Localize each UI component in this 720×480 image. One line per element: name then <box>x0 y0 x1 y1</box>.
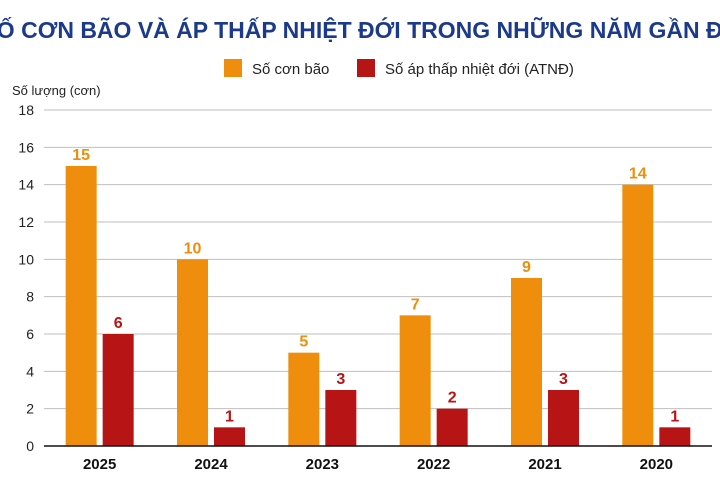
bar-depressions-2022 <box>436 408 468 446</box>
data-label-storms-2024: 10 <box>184 240 202 257</box>
x-tick-label-2024: 2024 <box>194 456 228 473</box>
y-tick-label: 2 <box>26 401 34 417</box>
data-label-depressions-2023: 3 <box>336 371 345 388</box>
y-tick-label: 18 <box>18 102 34 118</box>
chart-title: SỐ CƠN BÃO VÀ ÁP THẤP NHIỆT ĐỚI TRONG NH… <box>0 16 720 43</box>
data-label-depressions-2022: 2 <box>448 390 457 407</box>
y-tick-label: 16 <box>18 139 34 155</box>
data-label-storms-2023: 5 <box>299 334 308 351</box>
y-tick-label: 14 <box>18 177 34 193</box>
bars <box>65 166 691 446</box>
data-label-depressions-2021: 3 <box>559 371 568 388</box>
x-tick-label-2020: 2020 <box>640 456 673 473</box>
legend-label-storms: Số cơn bão <box>252 61 329 78</box>
y-tick-label: 6 <box>26 326 34 342</box>
bar-depressions-2025 <box>102 334 134 446</box>
y-axis-ticks: 0 2 4 6 8 10 12 14 16 18 <box>18 102 34 454</box>
legend-swatch-storms <box>224 59 242 77</box>
x-tick-label-2023: 2023 <box>306 456 339 473</box>
legend-swatch-depressions <box>357 59 375 77</box>
bar-storms-2022 <box>399 315 431 446</box>
bar-storms-2020 <box>622 184 654 446</box>
bar-depressions-2023 <box>325 390 357 446</box>
data-label-storms-2021: 9 <box>522 259 531 276</box>
bar-storms-2024 <box>177 259 208 446</box>
bar-storms-2021 <box>511 278 542 446</box>
y-tick-label: 4 <box>26 363 34 379</box>
bar-storms-2023 <box>288 352 320 446</box>
legend: Số cơn bão Số áp thấp nhiệt đới (ATNĐ) <box>224 59 574 78</box>
y-tick-label: 10 <box>18 251 34 267</box>
y-axis-label: Số lượng (cơn) <box>12 83 101 98</box>
x-tick-label-2021: 2021 <box>528 456 561 473</box>
data-label-storms-2022: 7 <box>411 296 420 313</box>
x-axis-ticks: 2025 2024 2023 2022 2021 2020 <box>83 456 673 473</box>
data-label-depressions-2024: 1 <box>225 408 234 425</box>
y-tick-label: 8 <box>26 289 34 305</box>
bar-storms-2025 <box>65 166 97 446</box>
x-tick-label-2022: 2022 <box>417 456 450 473</box>
legend-label-depressions: Số áp thấp nhiệt đới (ATNĐ) <box>385 61 574 78</box>
bar-depressions-2021 <box>548 390 579 446</box>
y-tick-label: 0 <box>26 438 34 454</box>
data-label-depressions-2025: 6 <box>114 315 123 332</box>
data-label-storms-2025: 15 <box>72 147 90 164</box>
gridlines <box>44 109 712 410</box>
bar-depressions-2024 <box>214 427 245 446</box>
bar-depressions-2020 <box>659 427 691 446</box>
data-label-depressions-2020: 1 <box>670 408 679 425</box>
y-tick-label: 12 <box>18 214 34 230</box>
data-label-storms-2020: 14 <box>629 166 647 183</box>
x-tick-label-2025: 2025 <box>83 456 116 473</box>
